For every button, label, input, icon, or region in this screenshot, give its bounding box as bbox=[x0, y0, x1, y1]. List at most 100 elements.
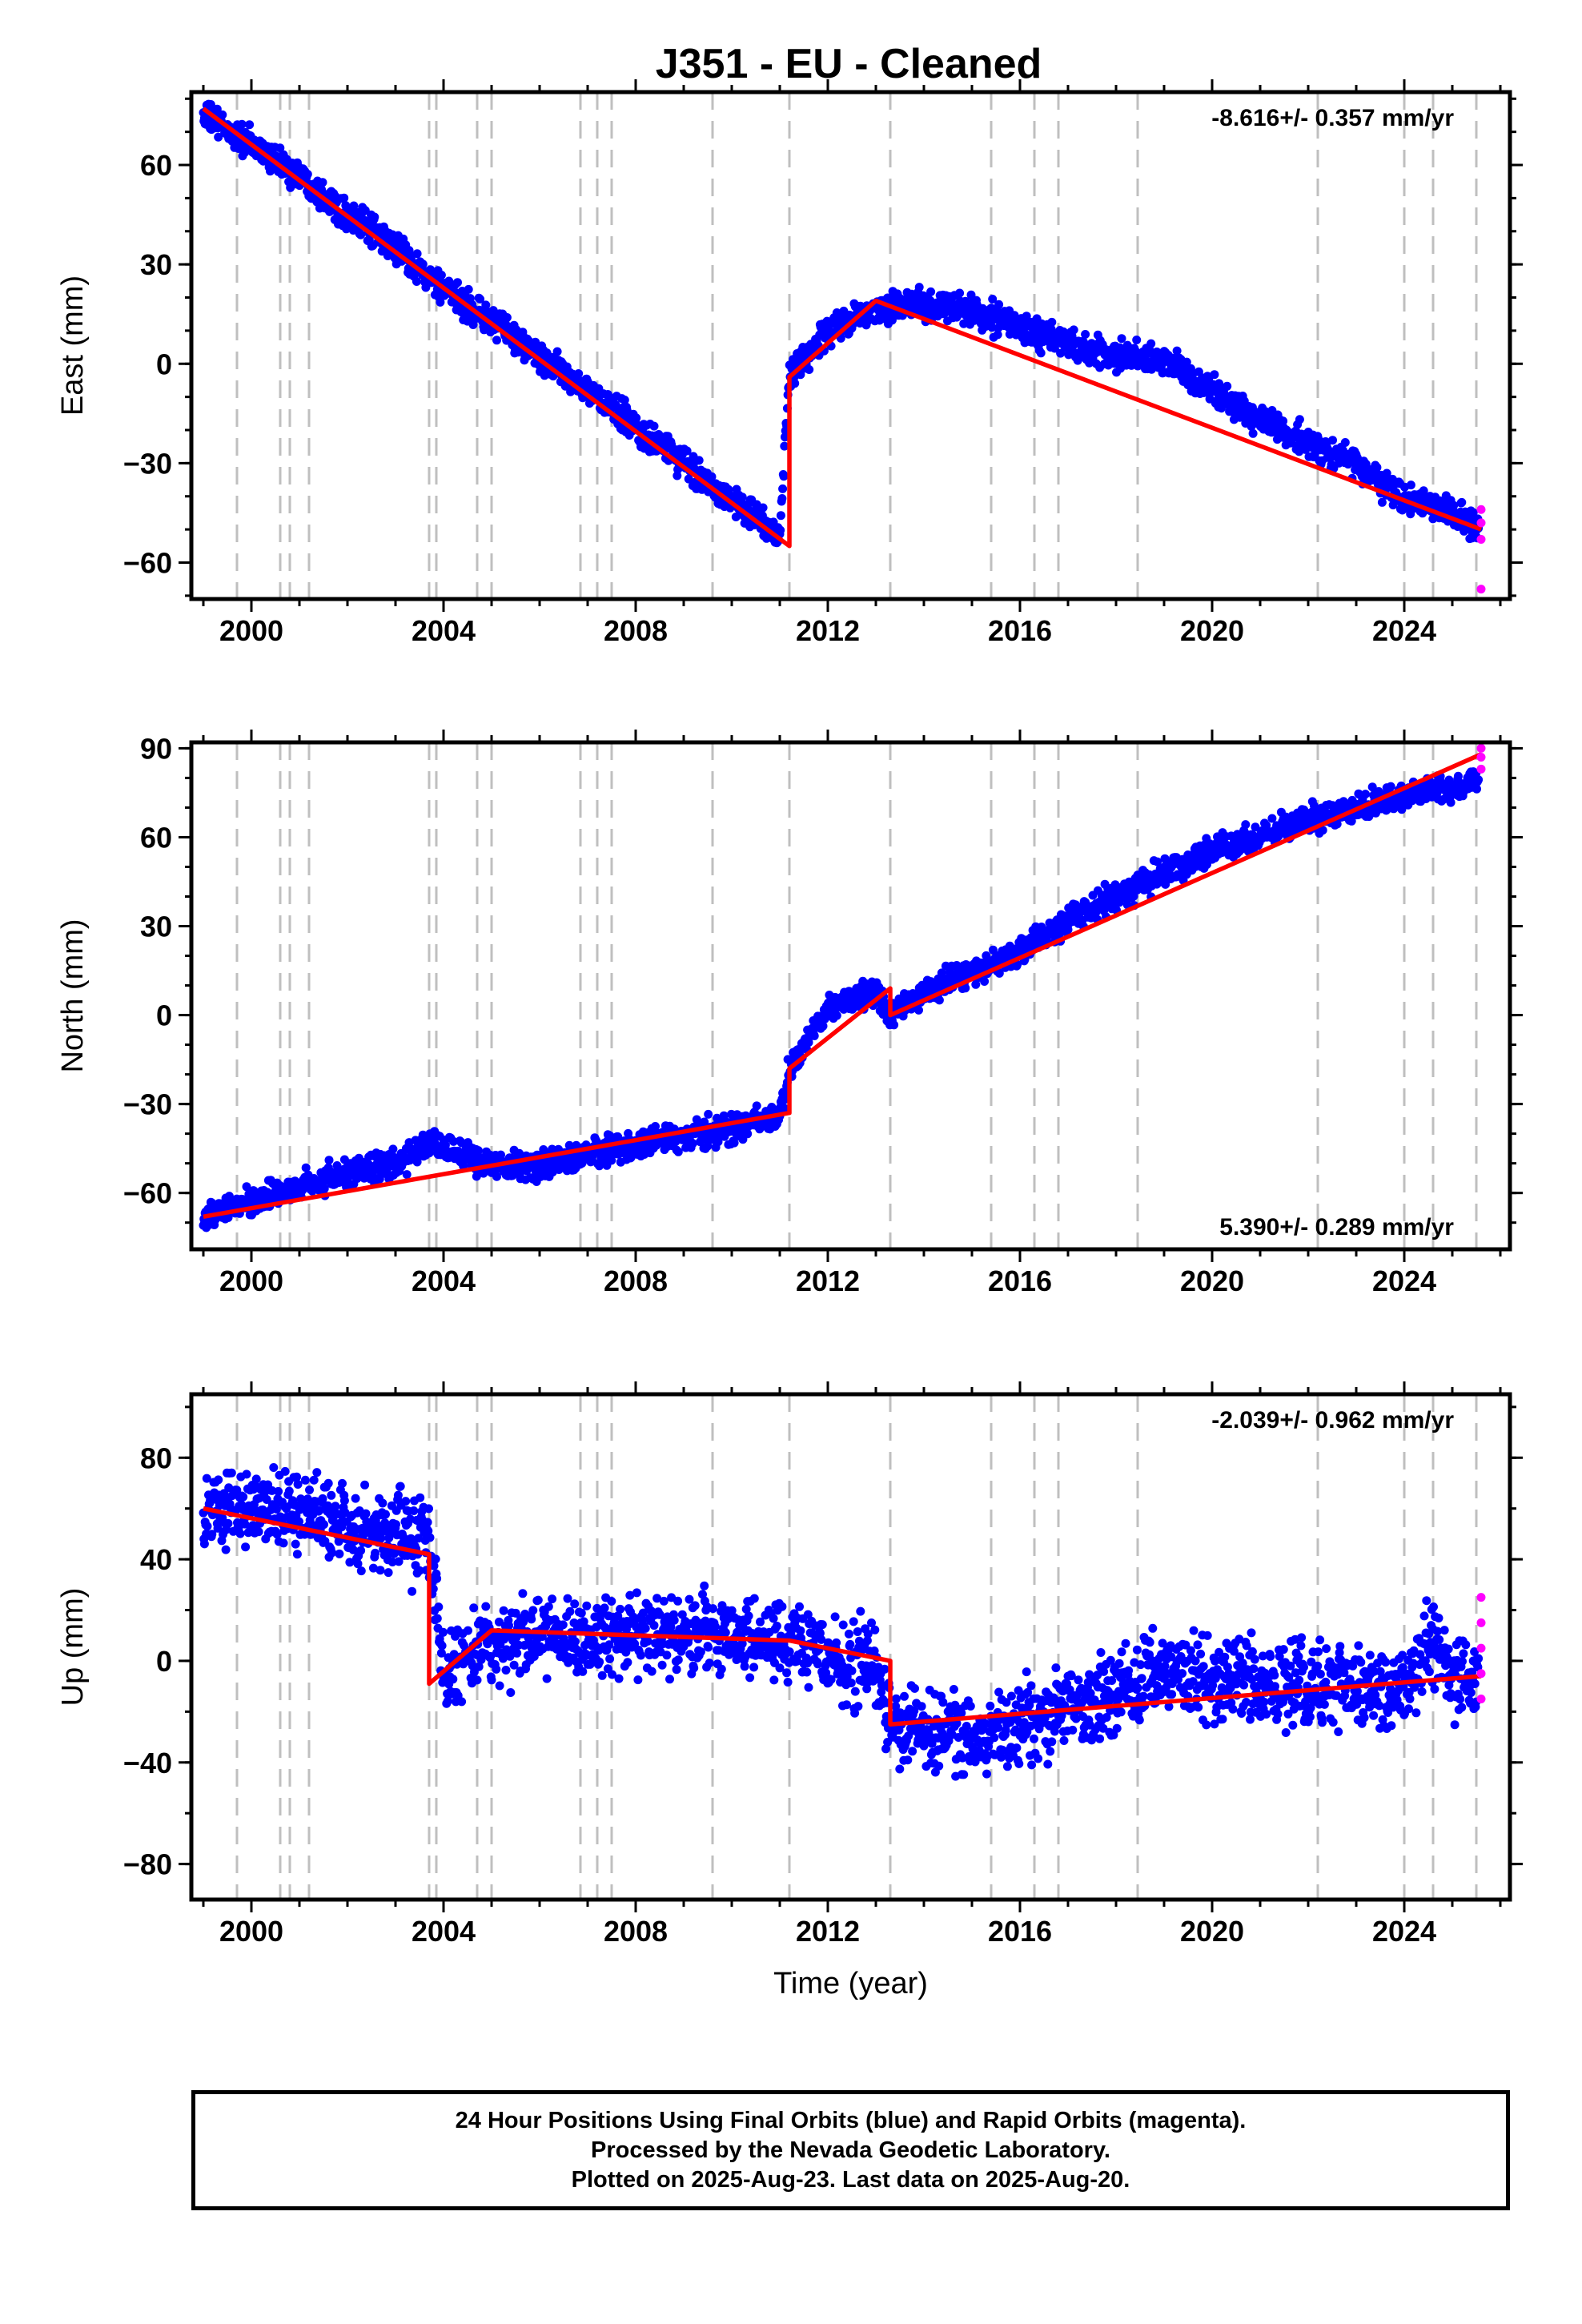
final-point-201 bbox=[315, 1506, 324, 1515]
final-point-216 bbox=[323, 1501, 332, 1510]
series-rapid bbox=[1476, 505, 1486, 594]
final-point-1008 bbox=[780, 1104, 789, 1113]
y-tick-label: 90 bbox=[140, 732, 172, 765]
chart-panels: 2000 2004 2008 2012 2016 2020 202460300−30−60E… bbox=[56, 79, 1523, 2000]
final-point-178 bbox=[301, 1163, 311, 1172]
final-point-163 bbox=[292, 1550, 302, 1559]
final-point-731 bbox=[620, 396, 629, 404]
final-point-635 bbox=[564, 1140, 574, 1150]
final-point-58 bbox=[232, 1486, 242, 1495]
final-point-971 bbox=[758, 503, 768, 513]
x-tick-label: 2004 bbox=[412, 1265, 476, 1297]
final-point-236 bbox=[335, 1549, 344, 1558]
final-point-127 bbox=[271, 1505, 281, 1514]
final-point-49 bbox=[227, 1468, 236, 1478]
final-point-876 bbox=[704, 1109, 713, 1119]
x-tick-label: 2000 bbox=[219, 614, 283, 647]
rapid-point-2 bbox=[1476, 743, 1486, 753]
final-point-824 bbox=[673, 1147, 683, 1156]
final-point-1603 bbox=[1122, 900, 1132, 910]
final-point-2183 bbox=[1457, 497, 1467, 507]
final-point-96 bbox=[254, 1527, 263, 1537]
final-point-205 bbox=[317, 185, 327, 195]
final-point-1322 bbox=[961, 983, 970, 993]
final-point-411 bbox=[436, 297, 445, 307]
final-point-209 bbox=[319, 1520, 328, 1530]
y-tick-label: 0 bbox=[156, 348, 172, 380]
final-point-149 bbox=[284, 1486, 294, 1496]
final-point-370 bbox=[412, 277, 421, 286]
event-lines bbox=[235, 92, 1478, 599]
final-point-64 bbox=[235, 1529, 245, 1538]
data-layer bbox=[199, 743, 1486, 1232]
final-point-207 bbox=[318, 178, 327, 187]
final-point-448 bbox=[457, 1138, 467, 1148]
x-tick-label: 2000 bbox=[219, 1265, 283, 1297]
rapid-point-1 bbox=[1476, 518, 1486, 528]
final-point-184 bbox=[305, 1486, 314, 1494]
y-tick-label: 30 bbox=[140, 911, 172, 943]
final-point-1689 bbox=[1172, 346, 1182, 356]
final-point-1051 bbox=[805, 365, 814, 374]
event-lines bbox=[235, 1394, 1478, 1900]
rapid-point-0 bbox=[1476, 764, 1486, 774]
final-point-2060 bbox=[1386, 782, 1395, 791]
y-tick-label: 30 bbox=[140, 248, 172, 281]
final-point-33 bbox=[218, 110, 227, 119]
final-point-2016 bbox=[1361, 790, 1370, 799]
final-point-1002 bbox=[776, 511, 785, 521]
final-point-960 bbox=[752, 1101, 761, 1111]
final-point-751 bbox=[632, 413, 641, 423]
final-point-210 bbox=[319, 1184, 329, 1193]
final-point-420 bbox=[440, 1140, 450, 1150]
final-point-1277 bbox=[934, 995, 944, 1005]
final-point-413 bbox=[436, 271, 446, 279]
final-point-614 bbox=[552, 347, 562, 356]
final-point-130 bbox=[274, 1486, 283, 1496]
final-point-1655 bbox=[1153, 857, 1162, 866]
final-point-162 bbox=[292, 1472, 302, 1482]
final-point-1036 bbox=[796, 370, 805, 380]
y-tick-label: −30 bbox=[123, 1088, 172, 1121]
final-point-2212 bbox=[1474, 775, 1484, 785]
chart-title: J351 - EU - Cleaned bbox=[656, 41, 1042, 87]
final-point-39 bbox=[221, 1545, 231, 1554]
final-point-128 bbox=[272, 1530, 282, 1539]
final-point-67 bbox=[237, 119, 247, 129]
x-axis: 2000 2004 2008 2012 2016 2020 2024 bbox=[202, 730, 1502, 1297]
final-point-1312 bbox=[955, 288, 965, 298]
final-point-7 bbox=[203, 1522, 212, 1531]
model-line bbox=[203, 752, 1483, 1220]
final-point-1492 bbox=[1058, 327, 1068, 336]
final-point-1380 bbox=[994, 300, 1004, 309]
final-point-26 bbox=[214, 132, 223, 142]
series-final bbox=[199, 1463, 1484, 1781]
final-point-2164 bbox=[1446, 798, 1456, 807]
final-point-1477 bbox=[1050, 344, 1059, 353]
final-point-2169 bbox=[1449, 501, 1459, 510]
final-point-244 bbox=[339, 193, 349, 203]
final-point-2036 bbox=[1372, 463, 1382, 472]
final-point-1026 bbox=[790, 379, 800, 388]
rapid-point-3 bbox=[1476, 585, 1486, 594]
final-point-1241 bbox=[914, 1005, 923, 1015]
final-point-875 bbox=[703, 1141, 713, 1151]
final-point-142 bbox=[280, 1466, 290, 1476]
final-point-1001 bbox=[776, 525, 785, 535]
final-point-110 bbox=[262, 1495, 271, 1504]
panel-1: 2000 2004 2008 2012 2016 2020 20249060300−30−6… bbox=[56, 730, 1523, 1297]
final-point-2045 bbox=[1377, 497, 1387, 507]
final-point-1510 bbox=[1069, 325, 1078, 335]
final-point-1008 bbox=[780, 441, 789, 451]
final-point-782 bbox=[649, 421, 659, 431]
final-point-92 bbox=[251, 1474, 261, 1484]
model-line bbox=[202, 107, 1482, 549]
final-point-1644 bbox=[1146, 339, 1156, 348]
final-point-177 bbox=[300, 1475, 310, 1485]
final-point-160 bbox=[291, 1539, 300, 1549]
final-point-1007 bbox=[779, 472, 789, 481]
rate-annotation: 5.390+/- 0.289 mm/yr bbox=[1219, 1214, 1454, 1240]
final-point-1902 bbox=[1295, 415, 1304, 424]
